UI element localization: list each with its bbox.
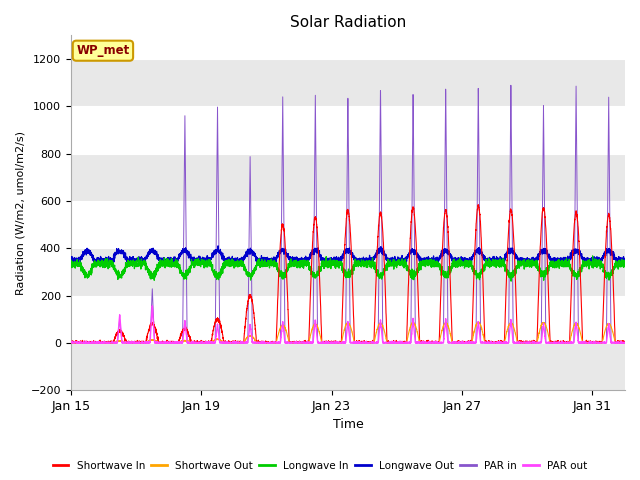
Title: Solar Radiation: Solar Radiation	[290, 15, 406, 30]
Bar	[71, 154, 625, 201]
X-axis label: Time: Time	[333, 419, 364, 432]
Bar	[71, 59, 625, 106]
Legend: Shortwave In, Shortwave Out, Longwave In, Longwave Out, PAR in, PAR out: Shortwave In, Shortwave Out, Longwave In…	[49, 456, 591, 475]
Y-axis label: Radiation (W/m2, umol/m2/s): Radiation (W/m2, umol/m2/s)	[15, 131, 25, 295]
Text: WP_met: WP_met	[76, 44, 129, 57]
Bar	[71, 248, 625, 296]
Bar	[71, 343, 625, 390]
